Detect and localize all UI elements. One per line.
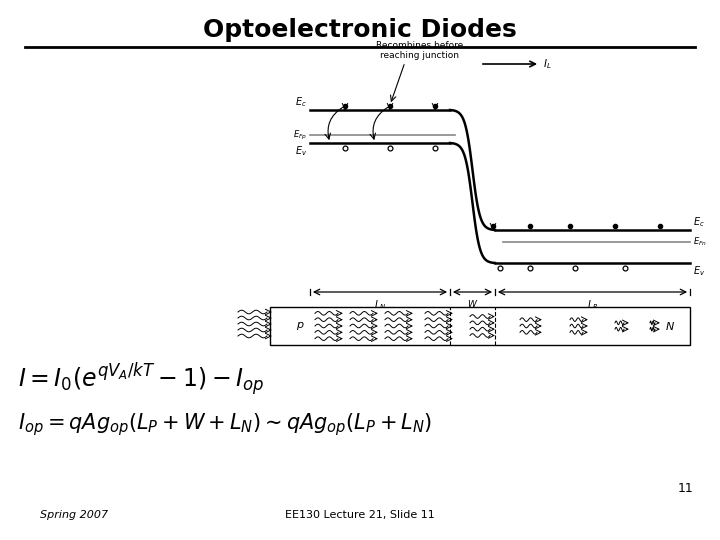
Text: $E_v$: $E_v$: [294, 144, 307, 158]
Text: $E_c$: $E_c$: [693, 215, 705, 229]
Text: $I_{op} = qAg_{op}(L_P + W + L_N) \sim qAg_{op}(L_P + L_N)$: $I_{op} = qAg_{op}(L_P + W + L_N) \sim q…: [18, 411, 432, 438]
Text: $W$: $W$: [467, 298, 478, 309]
Text: EE130 Lecture 21, Slide 11: EE130 Lecture 21, Slide 11: [285, 510, 435, 520]
Text: $p$: $p$: [296, 320, 305, 332]
Text: $L_N$: $L_N$: [374, 298, 386, 312]
Text: $E_{Fn}$: $E_{Fn}$: [693, 236, 707, 248]
Text: $N$: $N$: [665, 320, 675, 332]
Text: 11: 11: [678, 482, 693, 495]
Text: $I = I_0(e^{qV_A/kT} - 1) - I_{op}$: $I = I_0(e^{qV_A/kT} - 1) - I_{op}$: [18, 361, 264, 399]
Text: $E_c$: $E_c$: [295, 95, 307, 109]
Text: $E_v$: $E_v$: [693, 264, 705, 278]
Text: $L_P$: $L_P$: [587, 298, 598, 312]
Text: Optoelectronic Diodes: Optoelectronic Diodes: [203, 18, 517, 42]
Text: Spring 2007: Spring 2007: [40, 510, 108, 520]
Text: $I_L$: $I_L$: [543, 57, 552, 71]
Text: Recombines before
reaching junction: Recombines before reaching junction: [377, 40, 464, 60]
Text: $E_{Fp}$: $E_{Fp}$: [293, 129, 307, 141]
Bar: [270, 307, 690, 345]
